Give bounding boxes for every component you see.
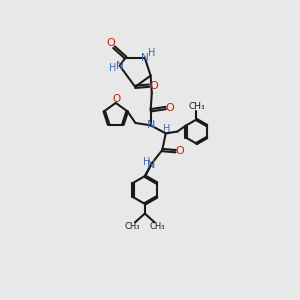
Text: CH₃: CH₃: [124, 223, 140, 232]
Text: O: O: [149, 81, 158, 91]
Text: H: H: [110, 63, 117, 73]
Text: CH₃: CH₃: [188, 102, 205, 111]
Text: N: N: [141, 52, 148, 63]
Text: CH₃: CH₃: [150, 223, 165, 232]
Text: N: N: [116, 61, 124, 71]
Text: H: H: [143, 157, 150, 167]
Text: O: O: [112, 94, 120, 104]
Text: O: O: [176, 146, 184, 156]
Text: H: H: [163, 124, 171, 134]
Text: H: H: [148, 48, 155, 58]
Text: N: N: [146, 160, 155, 170]
Text: N: N: [146, 120, 155, 130]
Text: O: O: [166, 103, 174, 113]
Text: O: O: [107, 38, 116, 48]
